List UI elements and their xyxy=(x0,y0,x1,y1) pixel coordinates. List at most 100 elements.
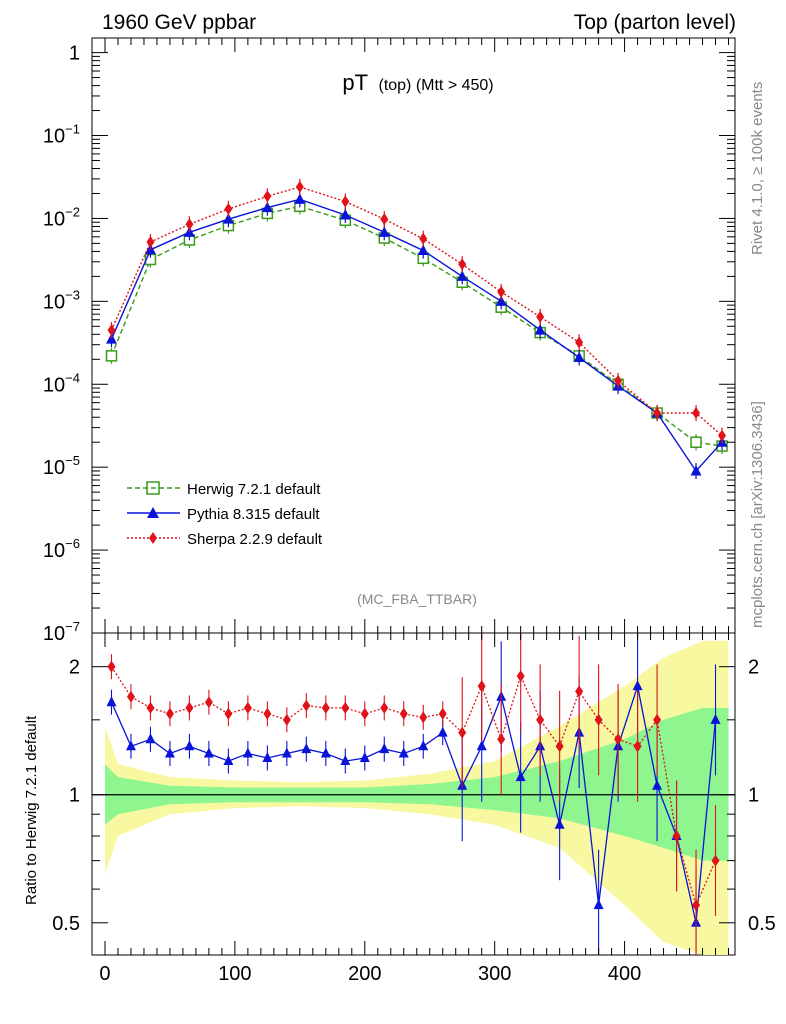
series-sherpa xyxy=(107,178,727,444)
ratio-pythia-point xyxy=(418,740,429,751)
plot-title-main: pT xyxy=(342,70,368,95)
sherpa-point xyxy=(107,324,116,337)
ratio-sherpa-point xyxy=(594,713,603,726)
x-tick-label: 100 xyxy=(218,963,251,985)
pythia-point xyxy=(294,193,306,204)
x-tick-label: 0 xyxy=(99,963,110,985)
y-tick-label: 10−5 xyxy=(43,453,80,479)
ratio-pythia-point xyxy=(632,680,643,691)
y-tick-label: 10−1 xyxy=(43,122,80,148)
ratio-y-tick-label: 2 xyxy=(69,657,80,679)
ratio-sherpa-point xyxy=(204,696,213,709)
ratio-sherpa-point xyxy=(555,740,564,753)
axes-layer: 0 100 200 300 400 10−7 10−6 10−5 10−4 10−3 10−2 10−… xyxy=(43,38,776,985)
y-tick-label: 10−6 xyxy=(43,536,80,562)
ratio-sherpa-point xyxy=(711,854,720,867)
ratio-pythia-point xyxy=(652,779,663,790)
legend-pythia-marker xyxy=(147,507,159,518)
header-right: Top (parton level) xyxy=(574,11,736,34)
rivet-label: Rivet 4.1.0, ≥ 100k events xyxy=(749,82,766,255)
ratio-sherpa-point xyxy=(575,685,584,698)
ratio-sherpa-line xyxy=(110,666,717,908)
ratio-pythia-point xyxy=(125,740,136,751)
sherpa-point xyxy=(263,190,272,203)
pythia-point xyxy=(495,295,507,306)
legend-herwig-marker xyxy=(146,481,160,495)
ratio-sherpa-point xyxy=(380,701,389,714)
y-tick-label: 10−7 xyxy=(43,619,80,645)
legend-herwig-label: Herwig 7.2.1 default xyxy=(187,481,321,498)
ratio-y-tick-label: 1 xyxy=(69,785,80,807)
ratio-series-sherpa xyxy=(107,633,720,955)
ratio-sherpa-point xyxy=(516,670,525,683)
ratio-pythia-point xyxy=(359,751,370,762)
ratio-sherpa-point xyxy=(146,701,155,714)
legend-pythia-label: Pythia 8.315 default xyxy=(187,506,320,523)
sherpa-point xyxy=(380,213,389,226)
ratio-pythia-point xyxy=(281,747,292,758)
y-tick-label: 1 xyxy=(69,43,80,65)
sherpa-point xyxy=(224,202,233,215)
ratio-sherpa-point xyxy=(126,690,135,703)
ratio-pythia-point xyxy=(203,747,214,758)
ratio-pythia-point xyxy=(262,751,273,762)
legend: Herwig 7.2.1 default Pythia 8.315 defaul… xyxy=(127,481,323,548)
legend-sherpa-label: Sherpa 2.2.9 default xyxy=(187,531,323,548)
ratio-sherpa-point xyxy=(653,713,662,726)
header-left: 1960 GeV ppbar xyxy=(102,11,256,34)
sherpa-point xyxy=(575,336,584,349)
ratio-sherpa-point xyxy=(438,707,447,720)
ratio-pythia-point xyxy=(145,733,156,744)
ratio-sherpa-point xyxy=(185,701,194,714)
ratio-sherpa-point xyxy=(282,713,291,726)
sherpa-point xyxy=(692,407,701,420)
pythia-point xyxy=(378,226,390,237)
pythia-point xyxy=(222,213,234,224)
sherpa-point xyxy=(614,374,623,387)
ratio-sherpa-point xyxy=(497,733,506,746)
ratio-sherpa-point xyxy=(692,899,701,912)
pythia-point xyxy=(417,244,429,256)
ratio-sherpa-point xyxy=(263,707,272,720)
ratio-pythia-point xyxy=(301,743,312,754)
ratio-sherpa-point xyxy=(672,829,681,842)
ratio-sherpa-point xyxy=(341,701,350,714)
ratio-pythia-point xyxy=(593,899,604,910)
ratio-sherpa-point xyxy=(224,707,233,720)
ratio-sherpa-point xyxy=(536,713,545,726)
ratio-pythia-point xyxy=(398,747,409,758)
ratio-sherpa-point xyxy=(302,699,311,712)
ratio-pythia-point xyxy=(554,818,565,829)
pythia-point xyxy=(105,333,117,344)
plot-title-sub: (top) (Mtt > 450) xyxy=(378,77,493,94)
ratio-pythia-point xyxy=(476,740,487,751)
pythia-point xyxy=(456,270,468,281)
ratio-pythia-point xyxy=(340,755,351,766)
ratio-pythia-point xyxy=(320,747,331,758)
x-tick-label: 300 xyxy=(478,963,511,985)
ratio-y-tick-label-right: 0.5 xyxy=(748,913,776,935)
pythia-point xyxy=(261,201,273,213)
sherpa-point xyxy=(458,258,467,271)
ratio-sherpa-point xyxy=(614,733,623,746)
sherpa-point xyxy=(146,235,155,248)
ratio-band-inner xyxy=(105,707,729,861)
ratio-pythia-point xyxy=(242,747,253,758)
y-tick-label: 10−2 xyxy=(43,204,80,230)
ratio-sherpa-point xyxy=(243,701,252,714)
ratio-pythia-point xyxy=(106,696,117,707)
ratio-sherpa-point xyxy=(399,707,408,720)
series-pythia xyxy=(105,191,728,480)
pythia-point xyxy=(573,351,585,363)
pythia-point xyxy=(339,208,351,220)
ratio-sherpa-point xyxy=(107,660,116,673)
ratio-sherpa-point xyxy=(419,711,428,724)
ratio-pythia-point xyxy=(164,747,175,758)
pythia-point xyxy=(534,324,546,335)
main-panel xyxy=(91,37,736,634)
ratio-sherpa-point xyxy=(360,707,369,720)
sherpa-point xyxy=(341,195,350,208)
ratio-sherpa-point xyxy=(477,680,486,693)
analysis-tag: (MC_FBA_TTBAR) xyxy=(357,591,477,607)
ratio-sherpa-point xyxy=(321,701,330,714)
